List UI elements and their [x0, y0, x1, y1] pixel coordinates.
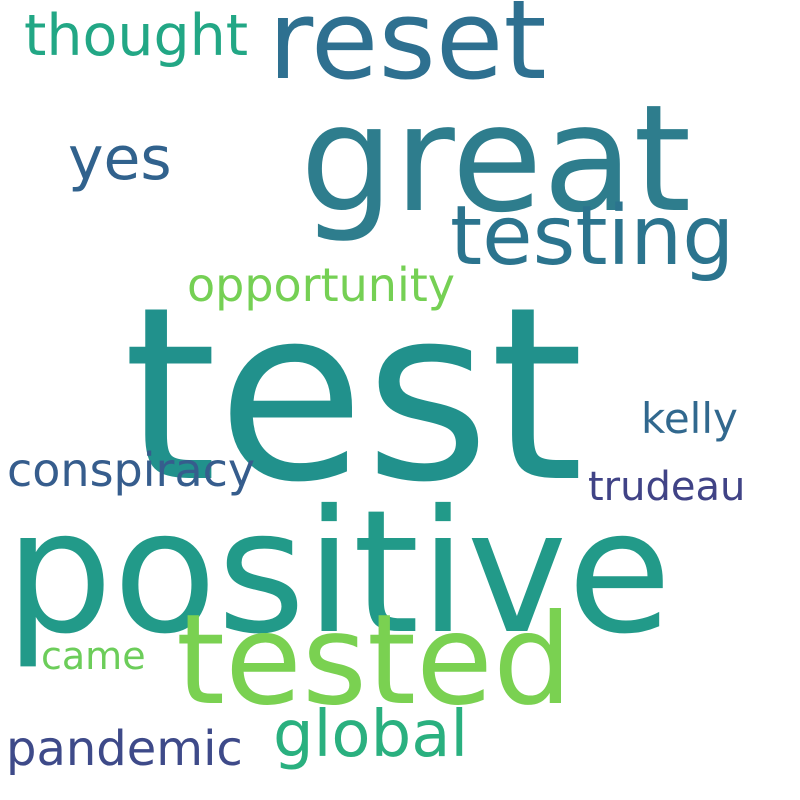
word-opportunity: opportunity [187, 258, 455, 312]
word-reset: reset [268, 0, 547, 104]
word-thought: thought [24, 3, 249, 69]
word-positive: positive [5, 474, 672, 672]
word-tested: tested [176, 588, 573, 733]
word-trudeau: trudeau [588, 464, 746, 510]
word-test: test [123, 255, 584, 535]
word-global: global [273, 698, 469, 772]
word-conspiracy: conspiracy [7, 443, 256, 497]
word-came: came [41, 634, 146, 678]
word-pandemic: pandemic [6, 721, 243, 777]
word-great: great [300, 73, 692, 245]
word-testing: testing [450, 189, 735, 284]
word-yes: yes [68, 124, 172, 194]
word-kelly: kelly [641, 394, 738, 443]
